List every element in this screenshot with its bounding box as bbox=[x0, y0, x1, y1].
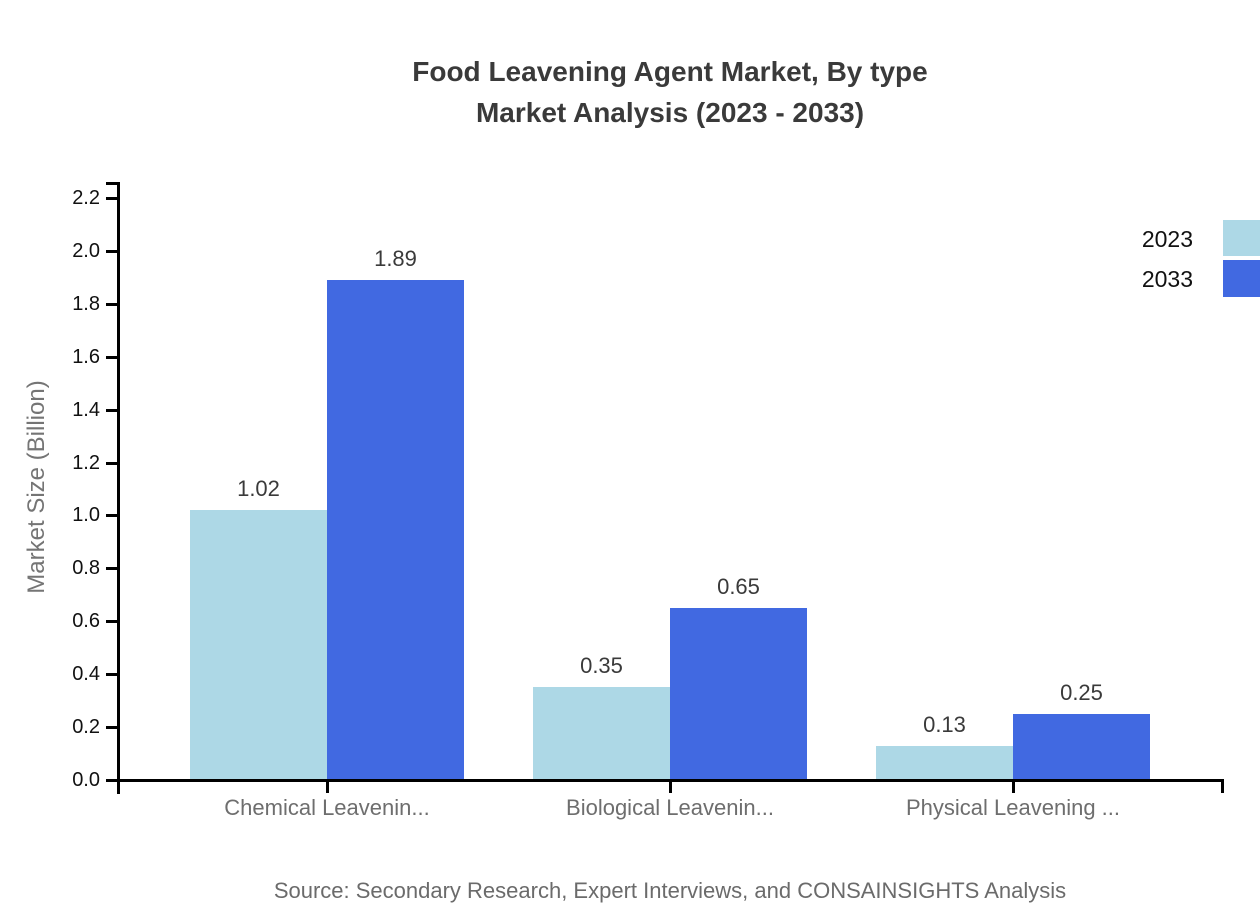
x-tick bbox=[326, 779, 329, 793]
legend-label-2023: 2023 bbox=[1141, 226, 1193, 252]
legend-label-2033: 2033 bbox=[1141, 266, 1193, 292]
y-tick-label: 2.2 bbox=[72, 187, 100, 209]
y-tick-label: 1.2 bbox=[72, 451, 100, 474]
legend-swatch-2023 bbox=[1223, 220, 1260, 256]
y-tick-label: 1.0 bbox=[72, 504, 100, 527]
chart-title-line2: Market Analysis (2023 - 2033) bbox=[475, 97, 865, 128]
x-axis-line bbox=[106, 779, 1222, 782]
bar-value-label: 1.02 bbox=[237, 476, 280, 502]
x-category-label: Chemical Leavenin... bbox=[224, 795, 430, 820]
bar-2033-1 bbox=[670, 608, 807, 780]
bar-2023-2 bbox=[876, 745, 1013, 780]
x-tick bbox=[669, 779, 672, 793]
y-tick bbox=[106, 355, 118, 359]
chart-title: Food Leavening Agent Market, By type Mar… bbox=[118, 51, 1222, 133]
x-axis-right-cap-tick bbox=[1221, 779, 1224, 793]
y-axis-top-cap-tick bbox=[106, 182, 118, 185]
y-tick-label: 1.4 bbox=[72, 398, 100, 421]
x-tick bbox=[1012, 779, 1015, 793]
y-tick bbox=[106, 514, 118, 518]
y-tick bbox=[106, 197, 118, 200]
bar-2023-0 bbox=[190, 510, 327, 780]
y-tick bbox=[106, 779, 118, 782]
y-tick bbox=[106, 620, 118, 624]
y-tick bbox=[106, 673, 118, 677]
bar-value-label: 0.65 bbox=[717, 574, 760, 600]
y-tick-label: 0.6 bbox=[72, 610, 100, 633]
bar-2033-2 bbox=[1013, 713, 1150, 780]
bar-value-label: 0.35 bbox=[580, 653, 623, 679]
bar-value-label: 0.13 bbox=[923, 711, 966, 737]
bar-value-label: 1.89 bbox=[374, 246, 417, 271]
y-tick-label: 1.6 bbox=[72, 345, 100, 368]
y-axis-line bbox=[117, 182, 120, 794]
y-tick-label: 2.0 bbox=[72, 239, 100, 262]
y-tick-label: 0.2 bbox=[72, 716, 100, 739]
bar-2033-0 bbox=[327, 280, 464, 780]
legend-swatch-2033 bbox=[1223, 260, 1260, 297]
y-tick-label: 0.0 bbox=[72, 769, 100, 791]
x-category-label: Biological Leavenin... bbox=[566, 795, 774, 820]
y-tick bbox=[106, 726, 118, 730]
y-tick bbox=[106, 408, 118, 412]
chart-title-line1: Food Leavening Agent Market, By type bbox=[412, 56, 928, 87]
bar-2023-1 bbox=[533, 687, 670, 780]
y-tick-label: 0.4 bbox=[72, 663, 100, 686]
y-tick bbox=[106, 461, 118, 465]
y-tick bbox=[106, 249, 118, 253]
y-tick bbox=[106, 567, 118, 571]
x-category-label: Physical Leavening ... bbox=[905, 795, 1121, 820]
y-tick-label: 1.8 bbox=[72, 292, 100, 315]
y-tick bbox=[106, 302, 118, 306]
source-note: Source: Secondary Research, Expert Inter… bbox=[273, 878, 1067, 903]
y-tick-label: 0.8 bbox=[72, 557, 100, 580]
bar-value-label: 0.25 bbox=[1060, 679, 1103, 705]
